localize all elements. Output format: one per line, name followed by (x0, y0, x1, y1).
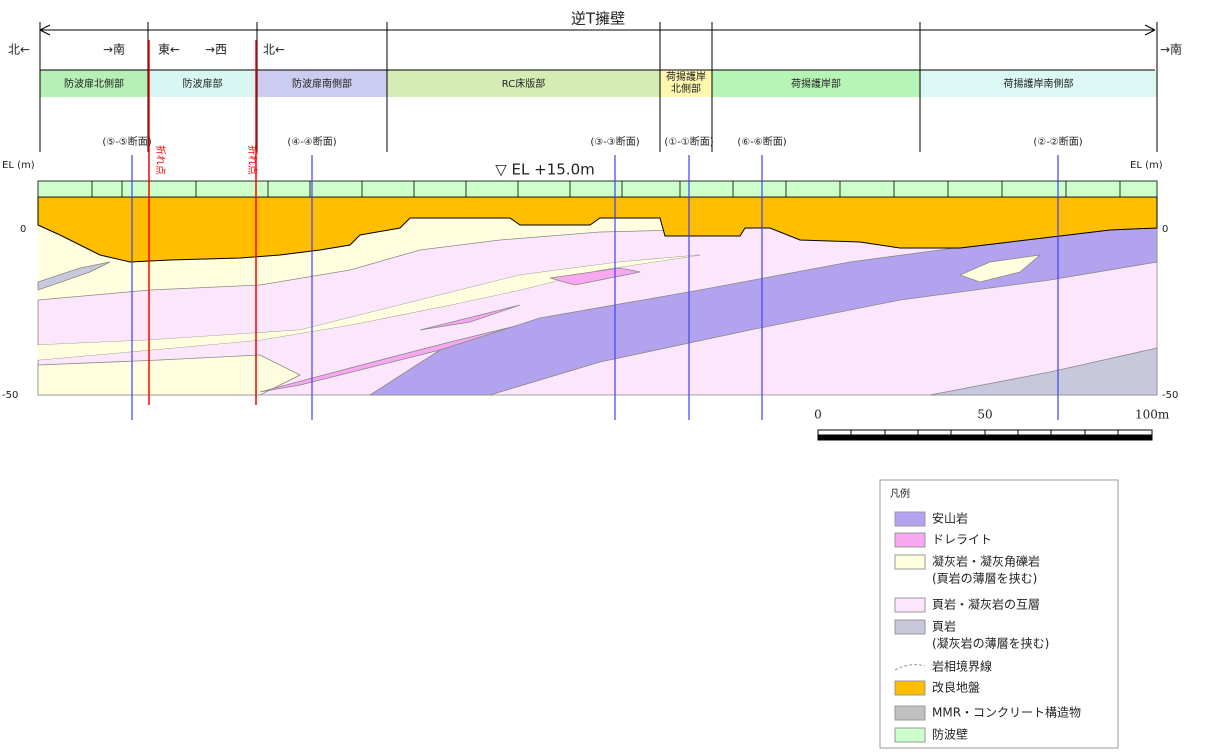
label: -50 (1162, 390, 1178, 401)
label: (③-③断面) (590, 135, 639, 148)
section-boxes (40, 70, 1157, 97)
label: 荷揚護岸 (666, 70, 706, 83)
label: 逆T擁壁 (571, 10, 625, 28)
label: 北← (263, 43, 285, 57)
label: 折れ点 (154, 145, 167, 175)
label: 荷揚護岸部 (791, 77, 841, 90)
label: 頁岩 (932, 619, 956, 634)
label: →西 (205, 43, 227, 57)
section-box (920, 70, 1157, 97)
section-box (148, 70, 257, 97)
section-box (40, 70, 148, 97)
wall (37, 180, 1158, 198)
bend-lines (148, 40, 257, 405)
label: 凡例 (890, 487, 910, 500)
label: EL (m) (1130, 160, 1163, 171)
improved-ground (37, 196, 1158, 263)
label: -50 (2, 390, 18, 401)
label: 50 (977, 408, 992, 422)
legend-swatch (894, 705, 926, 721)
label: 0 (20, 224, 26, 235)
label: 凝灰岩・凝灰角礫岩 (932, 554, 1040, 569)
label: 改良地盤 (932, 680, 980, 695)
label: (②-②断面) (1033, 135, 1082, 148)
label: (⑤-⑤断面) (102, 135, 151, 148)
label: 0 (1162, 224, 1168, 235)
legend-swatch (894, 597, 926, 613)
cross-section-lines (131, 155, 1059, 420)
label: 安山岩 (932, 511, 968, 526)
label: 北側部 (671, 82, 701, 95)
label: ▽ EL +15.0m (495, 161, 595, 179)
label: MMR・コンクリート構造物 (932, 706, 1081, 720)
section-box (712, 70, 920, 97)
label: 頁岩・凝灰岩の互層 (932, 597, 1040, 612)
label: 防波壁 (932, 727, 968, 742)
label: 100m (1135, 408, 1170, 422)
label: (①-①断面) (664, 135, 713, 148)
label: ドレライト (932, 533, 992, 547)
legend-line (894, 664, 926, 671)
scale-bar (817, 429, 1153, 441)
label: EL (m) (2, 160, 35, 171)
label: →南 (103, 42, 125, 57)
label: 東← (158, 43, 180, 57)
label: 0 (814, 408, 822, 422)
label: 北← (8, 43, 30, 57)
legend-swatch (894, 511, 926, 527)
dividers (39, 22, 1158, 152)
legend-swatch (894, 727, 926, 743)
label: (凝灰岩の薄層を挟む) (932, 636, 1049, 651)
section-box (257, 70, 387, 97)
label: →南 (1160, 42, 1182, 57)
label: (頁岩の薄層を挟む) (932, 571, 1037, 586)
label: 防波扉部 (183, 77, 223, 90)
label: 荷揚護岸南側部 (1004, 77, 1074, 90)
legend-swatch (894, 532, 926, 548)
label: 防波扉南側部 (292, 77, 352, 90)
label: 岩相境界線 (932, 659, 992, 674)
legend-swatch (894, 554, 926, 570)
label: (④-④断面) (287, 135, 336, 148)
label: RC床版部 (502, 77, 545, 90)
legend-swatch (894, 680, 926, 696)
legend-swatch (894, 619, 926, 635)
label: 防波扉北側部 (64, 77, 124, 90)
section-box (660, 70, 712, 97)
section-box (387, 70, 660, 97)
label: (⑥-⑥断面) (737, 135, 786, 148)
label: 折れ点 (246, 145, 259, 175)
